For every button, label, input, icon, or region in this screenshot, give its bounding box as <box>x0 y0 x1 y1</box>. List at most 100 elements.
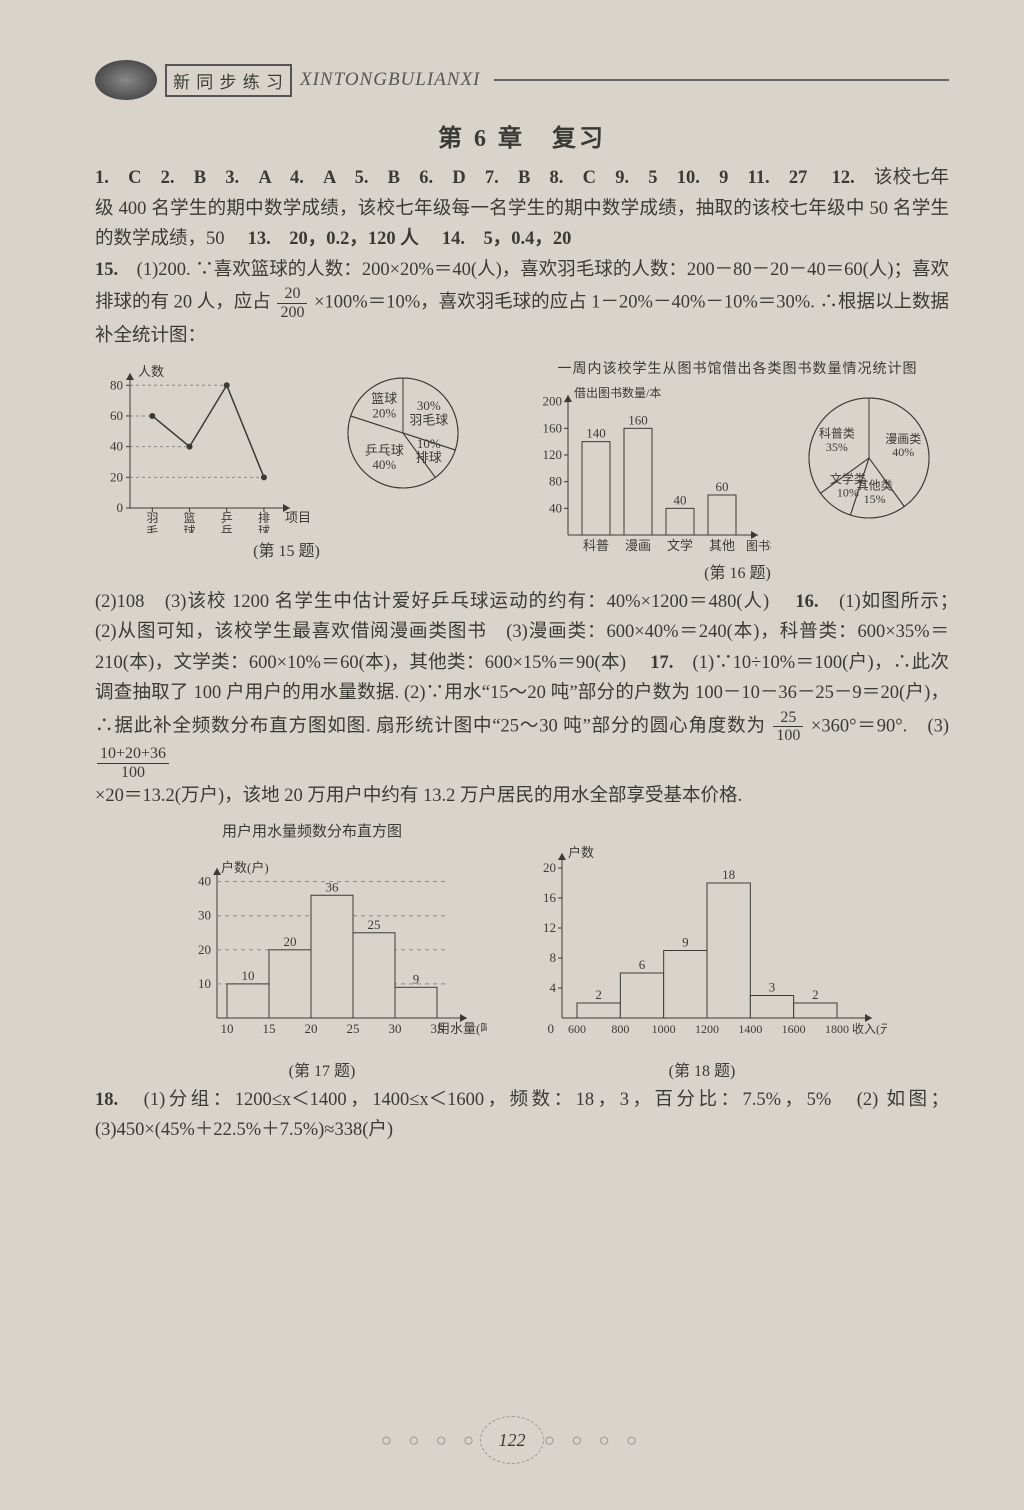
svg-text:160: 160 <box>628 412 648 427</box>
q18-text: (1)分组：1200≤x＜1400，1400≤x＜1600，频数：18，3，百分… <box>95 1090 949 1141</box>
fig17-group: 用户用水量频数分布直方图1020304010203625910152025303… <box>157 818 487 1081</box>
charts-row-2: 用户用水量频数分布直方图1020304010203625910152025303… <box>95 818 949 1081</box>
svg-text:8: 8 <box>550 950 557 965</box>
answer-body: 1. C 2. B 3. A 4. A 5. B 6. D 7. B 8. C … <box>95 163 949 352</box>
svg-text:200: 200 <box>543 393 563 408</box>
svg-text:9: 9 <box>682 934 689 949</box>
svg-text:16: 16 <box>543 890 557 905</box>
svg-text:用水量(吨): 用水量(吨) <box>437 1021 487 1036</box>
svg-text:户数(户): 户数(户) <box>221 860 269 875</box>
fig17-caption: (第 17 题) <box>157 1057 487 1081</box>
svg-text:800: 800 <box>611 1022 629 1036</box>
svg-text:40: 40 <box>549 500 562 515</box>
fig16-group: 一周内该校学生从图书馆借出各类图书数量情况统计图 40 80 120 160 200 14… <box>526 358 949 583</box>
svg-text:排球: 排球 <box>258 511 270 533</box>
q17-num: 17. <box>650 653 692 673</box>
svg-text:2: 2 <box>812 987 819 1002</box>
fig18-group: 4812162026918326008001000120014001600180… <box>517 818 887 1081</box>
charts-row-1: 020406080羽毛球篮球乒乓球排球人数项目 30%羽毛球10%排球乒乓球40… <box>95 358 949 583</box>
svg-text:科普: 科普 <box>583 538 609 553</box>
chart15-pie: 30%羽毛球10%排球乒乓球40%篮球20% <box>328 358 478 508</box>
svg-text:1600: 1600 <box>782 1022 806 1036</box>
svg-text:2: 2 <box>595 987 602 1002</box>
svg-text:20: 20 <box>543 860 556 875</box>
fig16-caption: (第 16 题) <box>526 559 949 583</box>
svg-text:80: 80 <box>549 473 562 488</box>
svg-text:10: 10 <box>242 968 255 983</box>
para2-a: (2)108 (3)该校 1200 名学生中估计爱好乒乓球运动的约有：40%×1… <box>95 592 790 612</box>
svg-text:60: 60 <box>716 479 729 494</box>
svg-text:10: 10 <box>198 976 211 991</box>
header-rule <box>494 79 949 81</box>
svg-text:80: 80 <box>110 377 123 392</box>
svg-text:600: 600 <box>568 1022 586 1036</box>
chart15-line: 020406080羽毛球篮球乒乓球排球人数项目 <box>95 358 310 533</box>
svg-text:乒乓球: 乒乓球 <box>221 511 233 533</box>
svg-text:60: 60 <box>110 408 123 423</box>
svg-text:10: 10 <box>221 1021 234 1036</box>
q18-num: 18. <box>95 1090 144 1110</box>
header-box-label: 新 同 步 练 习 <box>165 64 292 97</box>
svg-text:18: 18 <box>722 867 735 882</box>
page-number: 122 <box>484 1420 540 1460</box>
svg-text:篮球: 篮球 <box>184 510 196 533</box>
svg-text:20: 20 <box>284 934 297 949</box>
svg-text:140: 140 <box>586 425 606 440</box>
q17-text-b: ×360°＝90°. (3) <box>811 716 949 736</box>
svg-text:20: 20 <box>198 942 211 957</box>
chart16-bar: 4080120160200140科普160漫画40文学60其他借出图书数量/本图… <box>526 380 771 555</box>
q14: 14. 5，0.4，20 <box>442 229 590 249</box>
fig15-group: 020406080羽毛球篮球乒乓球排球人数项目 30%羽毛球10%排球乒乓球40… <box>95 358 478 561</box>
svg-text:漫画类40%: 漫画类40% <box>885 432 921 459</box>
footer-deco-left: ○ ○ ○ ○ <box>381 1430 480 1450</box>
svg-text:1000: 1000 <box>652 1022 676 1036</box>
svg-text:25: 25 <box>368 916 381 931</box>
q16-num: 16. <box>795 592 839 612</box>
answers-1-11: 1. C 2. B 3. A 4. A 5. B 6. D 7. B 8. C … <box>95 168 827 188</box>
svg-text:25: 25 <box>347 1021 360 1036</box>
fig18-caption: (第 18 题) <box>517 1057 887 1081</box>
svg-text:40: 40 <box>198 873 211 888</box>
q17-text-c: ×20＝13.2(万户)，该地 20 万用户中约有 13.2 万户居民的用水全部… <box>95 786 742 806</box>
svg-text:9: 9 <box>413 971 420 986</box>
svg-text:1400: 1400 <box>738 1022 762 1036</box>
svg-text:其他: 其他 <box>709 538 735 553</box>
svg-text:1800: 1800 <box>825 1022 849 1036</box>
svg-text:科普类35%: 科普类35% <box>819 426 855 453</box>
svg-text:项目: 项目 <box>285 510 310 525</box>
svg-text:人数: 人数 <box>138 364 164 379</box>
chart16-pie: 漫画类40%其他类15%文学类10%科普类35% <box>789 380 949 535</box>
answer-body-3: 18. (1)分组：1200≤x＜1400，1400≤x＜1600，频数：18，… <box>95 1085 949 1146</box>
page-header: 新 同 步 练 习 XINTONGBULIANXI <box>95 60 949 100</box>
svg-text:20: 20 <box>305 1021 318 1036</box>
svg-text:30%羽毛球: 30%羽毛球 <box>409 398 448 427</box>
svg-text:1200: 1200 <box>695 1022 719 1036</box>
logo-icon <box>95 60 157 100</box>
svg-text:收入(元): 收入(元) <box>852 1022 887 1036</box>
svg-text:6: 6 <box>639 957 646 972</box>
svg-text:10%排球: 10%排球 <box>416 436 442 465</box>
svg-text:用户用水量频数分布直方图: 用户用水量频数分布直方图 <box>222 823 402 840</box>
svg-text:20: 20 <box>110 469 123 484</box>
chart16-title: 一周内该校学生从图书馆借出各类图书数量情况统计图 <box>526 358 949 378</box>
q17-frac1: 25100 <box>773 709 803 745</box>
chart17-bar: 用户用水量频数分布直方图1020304010203625910152025303… <box>157 818 487 1048</box>
svg-text:文学: 文学 <box>667 538 693 553</box>
svg-text:120: 120 <box>543 447 563 462</box>
page-footer: ○ ○ ○ ○ 122 ○ ○ ○ ○ <box>0 1420 1024 1460</box>
svg-text:4: 4 <box>550 980 557 995</box>
svg-text:0: 0 <box>548 1021 555 1036</box>
q13: 13. 20，0.2，120 人 <box>248 229 438 249</box>
svg-text:0: 0 <box>117 500 124 515</box>
answer-body-2: (2)108 (3)该校 1200 名学生中估计爱好乒乓球运动的约有：40%×1… <box>95 587 949 812</box>
svg-text:15: 15 <box>263 1021 276 1036</box>
svg-text:户数: 户数 <box>568 845 594 860</box>
svg-text:40: 40 <box>674 492 687 507</box>
svg-text:30: 30 <box>198 907 211 922</box>
header-pinyin: XINTONGBULIANXI <box>300 69 480 91</box>
q17-frac2: 10+20+36100 <box>97 745 169 781</box>
svg-text:36: 36 <box>326 879 340 894</box>
svg-text:160: 160 <box>543 420 563 435</box>
q15-frac1: 20200 <box>277 285 307 321</box>
svg-text:文学类10%: 文学类10% <box>830 471 866 499</box>
